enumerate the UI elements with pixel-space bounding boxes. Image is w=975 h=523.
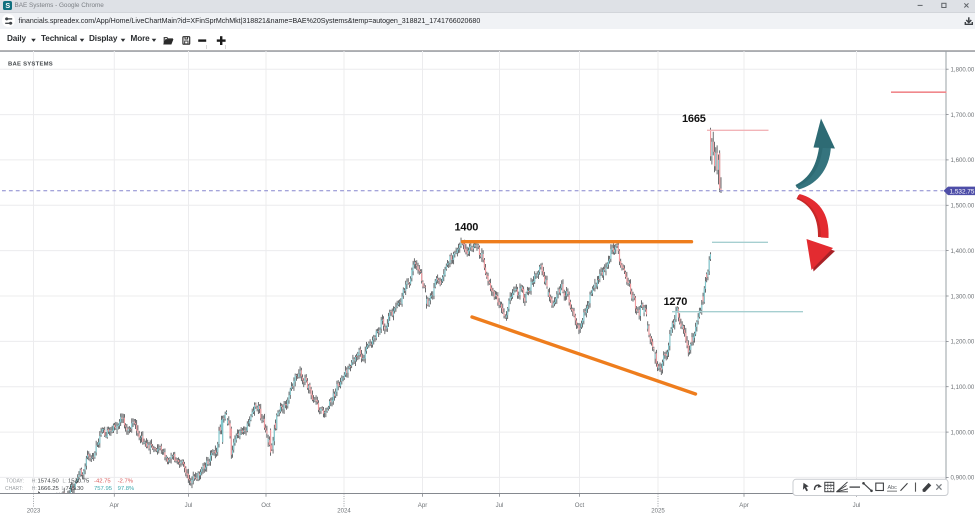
svg-text:-2.7%: -2.7% bbox=[118, 478, 134, 484]
svg-text:1,100.00: 1,100.00 bbox=[951, 384, 975, 391]
svg-text:Jul: Jul bbox=[853, 501, 861, 508]
svg-text:745.30: 745.30 bbox=[66, 485, 85, 491]
svg-text:Apr: Apr bbox=[110, 501, 119, 508]
svg-text:L:: L: bbox=[63, 478, 67, 484]
svg-text:TODAY:: TODAY: bbox=[6, 478, 24, 484]
svg-text:Apr: Apr bbox=[739, 501, 748, 508]
svg-text:Abc: Abc bbox=[888, 485, 898, 491]
svg-text:1400: 1400 bbox=[455, 221, 479, 233]
svg-text:1665: 1665 bbox=[682, 113, 706, 125]
svg-text:Oct: Oct bbox=[575, 501, 585, 508]
svg-text:1,400.00: 1,400.00 bbox=[951, 247, 975, 254]
svg-text:1666.25: 1666.25 bbox=[38, 485, 60, 491]
svg-text:1574.50: 1574.50 bbox=[38, 478, 60, 484]
svg-text:1,600.00: 1,600.00 bbox=[951, 157, 975, 164]
svg-text:Apr: Apr bbox=[418, 501, 427, 508]
svg-text:BAE SYSTEMS: BAE SYSTEMS bbox=[8, 61, 53, 67]
svg-text:H:: H: bbox=[32, 485, 37, 491]
svg-text:Jul: Jul bbox=[185, 501, 193, 508]
svg-text:2025: 2025 bbox=[651, 507, 665, 514]
svg-text:97.8%: 97.8% bbox=[118, 485, 135, 491]
svg-text:1,300.00: 1,300.00 bbox=[951, 293, 975, 300]
svg-text:CHART:: CHART: bbox=[5, 485, 23, 491]
svg-text:1,700.00: 1,700.00 bbox=[951, 111, 975, 118]
svg-text:Oct: Oct bbox=[261, 501, 271, 508]
svg-text:1,500.00: 1,500.00 bbox=[951, 202, 975, 209]
svg-text:2023: 2023 bbox=[27, 507, 41, 514]
svg-text:L:: L: bbox=[62, 485, 66, 491]
svg-text:1270: 1270 bbox=[664, 296, 688, 308]
svg-text:1,000.00: 1,000.00 bbox=[951, 429, 975, 436]
svg-text:1530.75: 1530.75 bbox=[68, 478, 90, 484]
svg-text:2024: 2024 bbox=[337, 507, 351, 514]
svg-text:1,800.00: 1,800.00 bbox=[951, 66, 975, 73]
svg-text:-42.75: -42.75 bbox=[94, 478, 111, 484]
svg-text:Jul: Jul bbox=[496, 501, 504, 508]
svg-text:0,900.00: 0,900.00 bbox=[951, 474, 975, 481]
svg-text:757.95: 757.95 bbox=[94, 485, 113, 491]
svg-text:1,200.00: 1,200.00 bbox=[951, 338, 975, 345]
svg-text:1,532.75: 1,532.75 bbox=[950, 188, 975, 195]
svg-text:H:: H: bbox=[32, 478, 37, 484]
